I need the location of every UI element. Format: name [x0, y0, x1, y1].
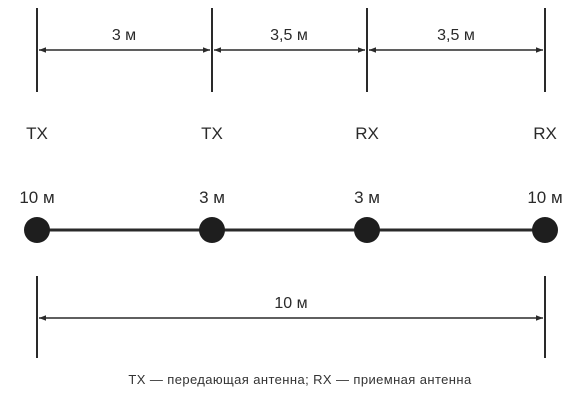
antenna-distance-label-2: 3 м — [199, 188, 225, 207]
bottom-dimension-label: 10 м — [274, 295, 308, 312]
antenna-distance-label-1: 10 м — [19, 188, 55, 207]
antenna-role-label-3: RX — [355, 124, 379, 143]
top-dimension-label-2: 3,5 м — [270, 27, 308, 44]
antenna-distance-label-3: 3 м — [354, 188, 380, 207]
antenna-node-4 — [532, 217, 558, 243]
legend-caption: TX — передающая антенна; RX — приемная а… — [128, 372, 472, 387]
antenna-node-1 — [24, 217, 50, 243]
antenna-node-2 — [199, 217, 225, 243]
top-dimension-label-1: 3 м — [111, 27, 137, 44]
antenna-role-label-4: RX — [533, 124, 557, 143]
antenna-node-3 — [354, 217, 380, 243]
antenna-role-label-2: TX — [201, 124, 223, 143]
antenna-distance-label-4: 10 м — [527, 188, 563, 207]
antenna-role-label-1: TX — [26, 124, 48, 143]
top-dimension-label-3: 3,5 м — [437, 27, 475, 44]
